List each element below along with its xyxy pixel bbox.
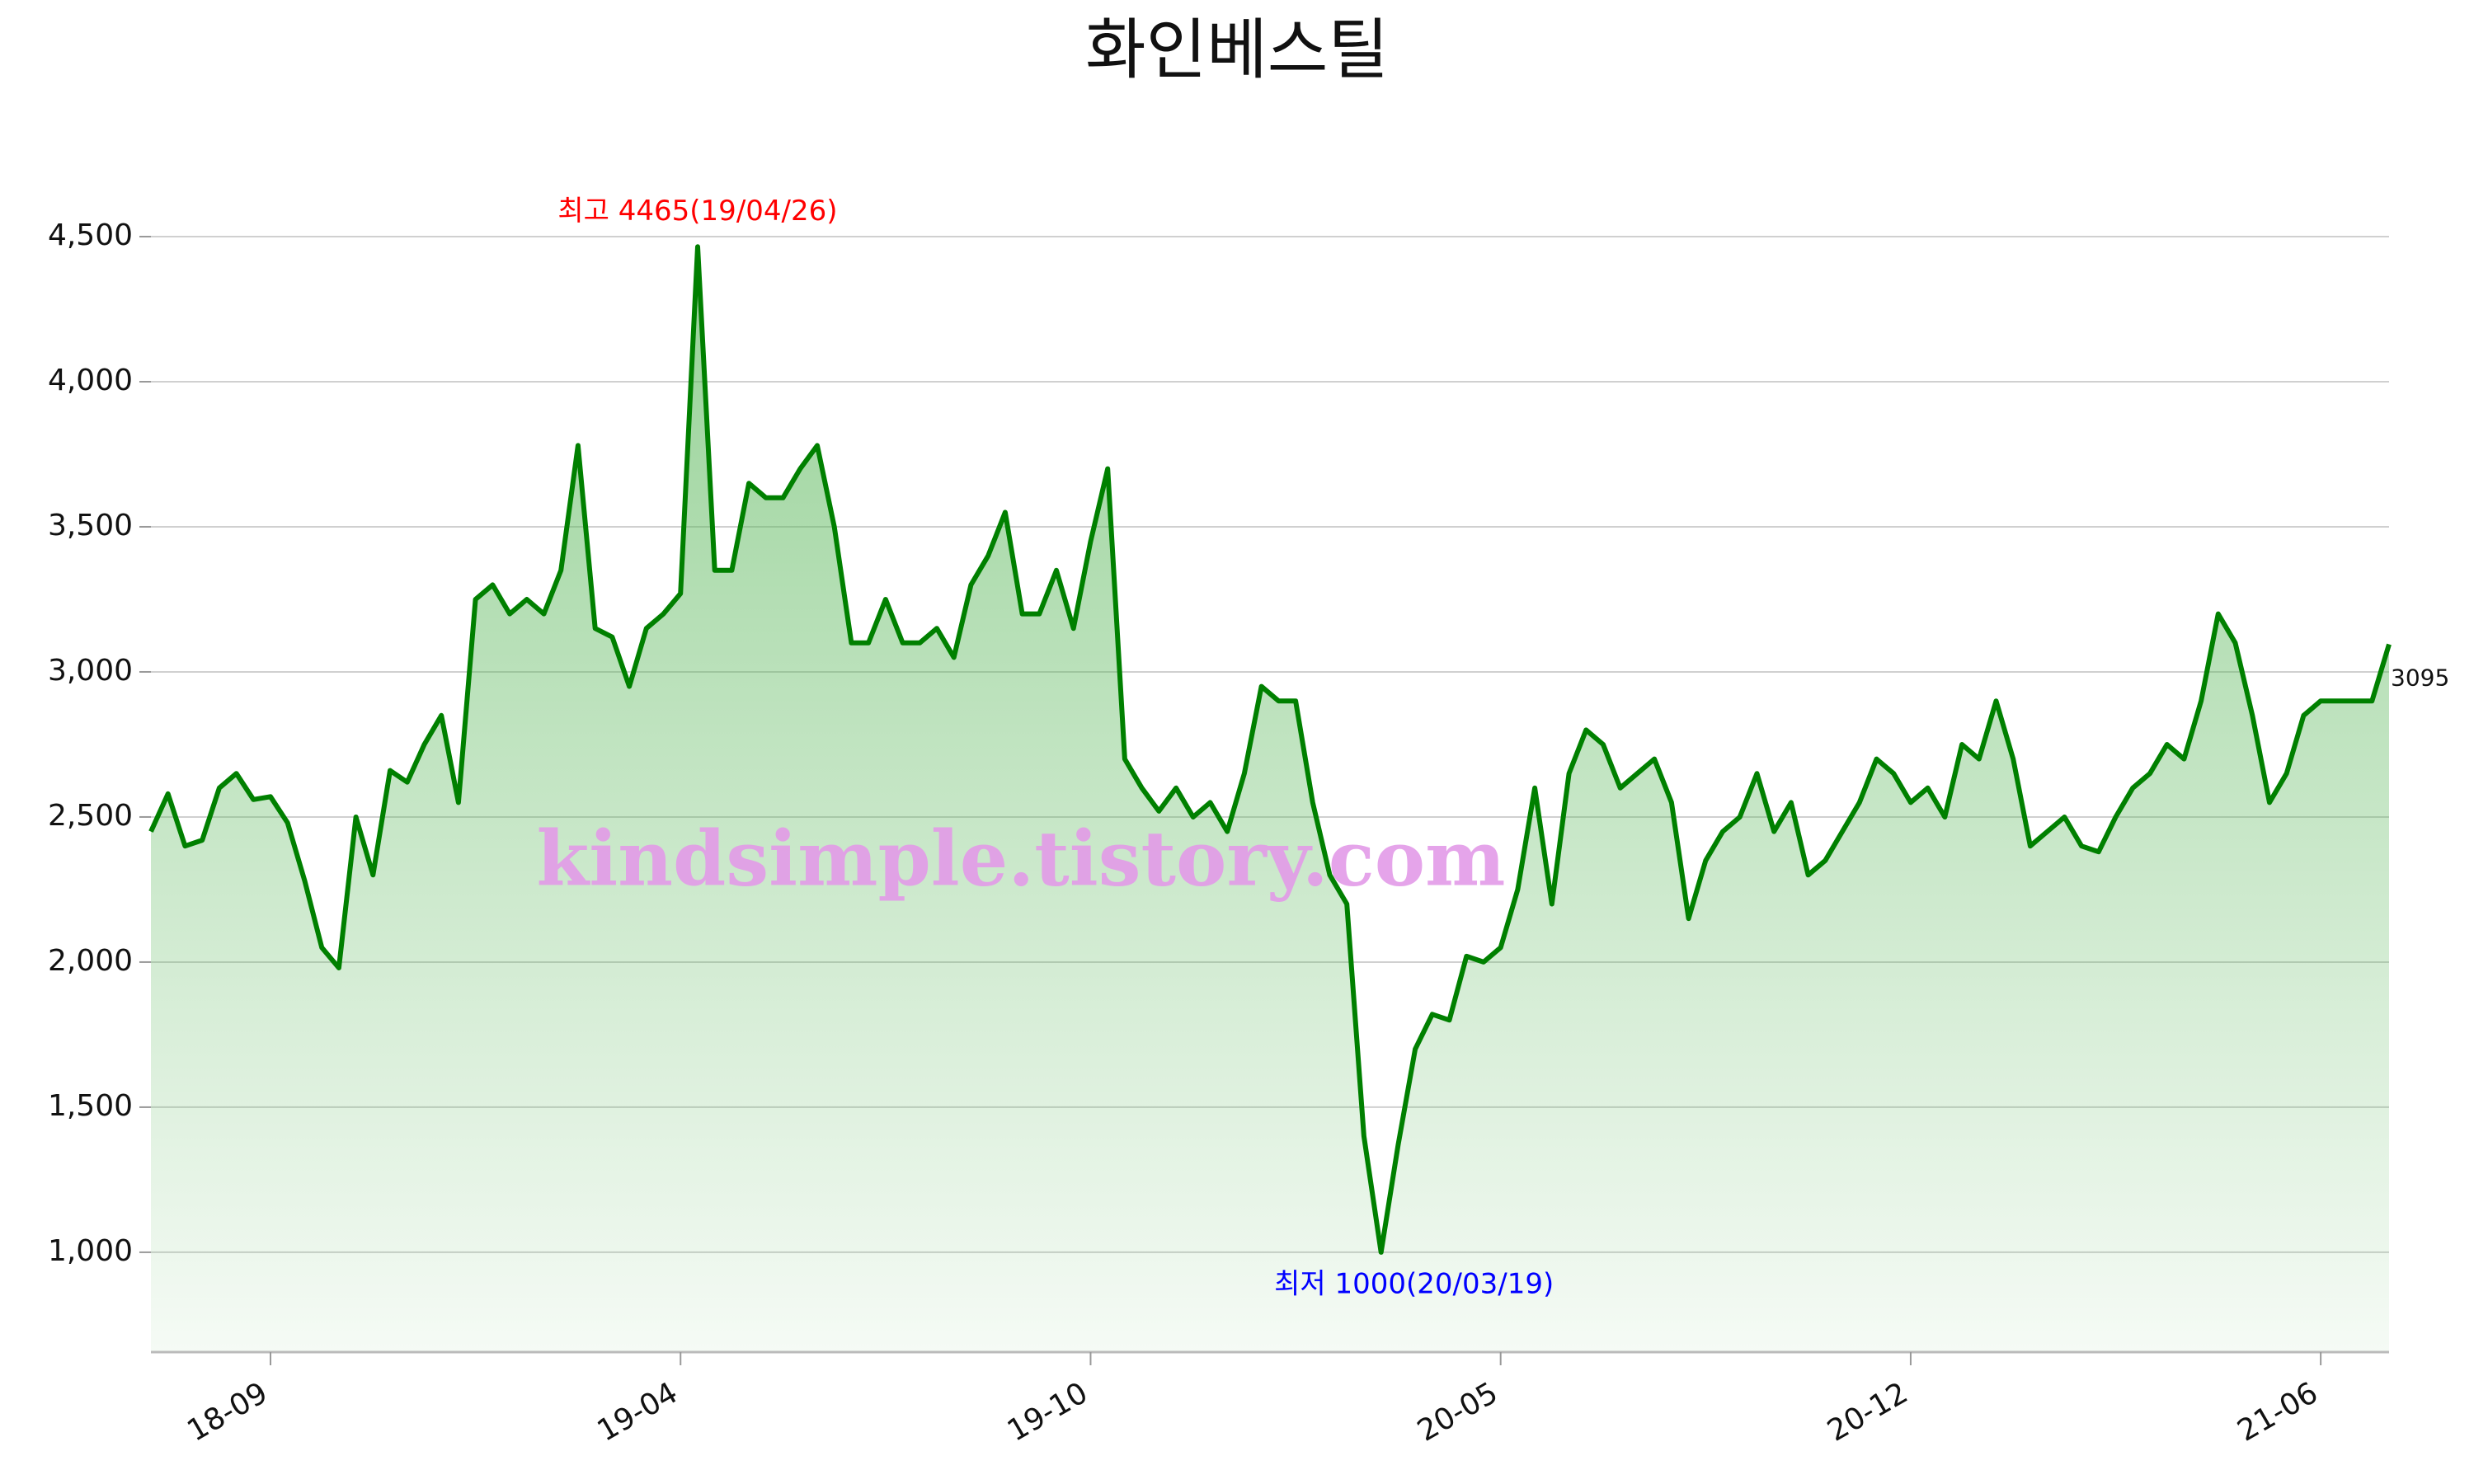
x-tick-label: 18-09	[181, 1376, 273, 1449]
x-tick-label: 19-10	[1002, 1376, 1094, 1449]
chart-title: 화인베스틸	[1085, 12, 1389, 88]
y-tick-label: 4,000	[48, 364, 133, 397]
x-tick-label: 20-05	[1412, 1376, 1503, 1449]
y-tick-label: 3,000	[48, 654, 133, 688]
y-tick-label: 2,000	[48, 944, 133, 978]
last-value-label: 3095	[2391, 665, 2449, 692]
x-tick-label: 20-12	[1822, 1376, 1913, 1449]
min-annotation: 최저 1000(20/03/19)	[1274, 1267, 1554, 1300]
x-tick-label: 21-06	[2232, 1376, 2324, 1449]
x-tick-label: 19-04	[592, 1376, 684, 1449]
area	[151, 247, 2389, 1352]
y-tick-label: 3,500	[48, 509, 133, 542]
y-tick-label: 2,500	[48, 799, 133, 833]
line	[148, 244, 2392, 1255]
y-tick-label: 1,000	[48, 1234, 133, 1268]
y-tick-label: 4,500	[48, 218, 133, 252]
watermark: kindsimple.tistory.com	[536, 815, 1505, 904]
max-annotation: 최고 4465(19/04/26)	[557, 195, 837, 228]
y-tick-label: 1,500	[48, 1089, 133, 1123]
